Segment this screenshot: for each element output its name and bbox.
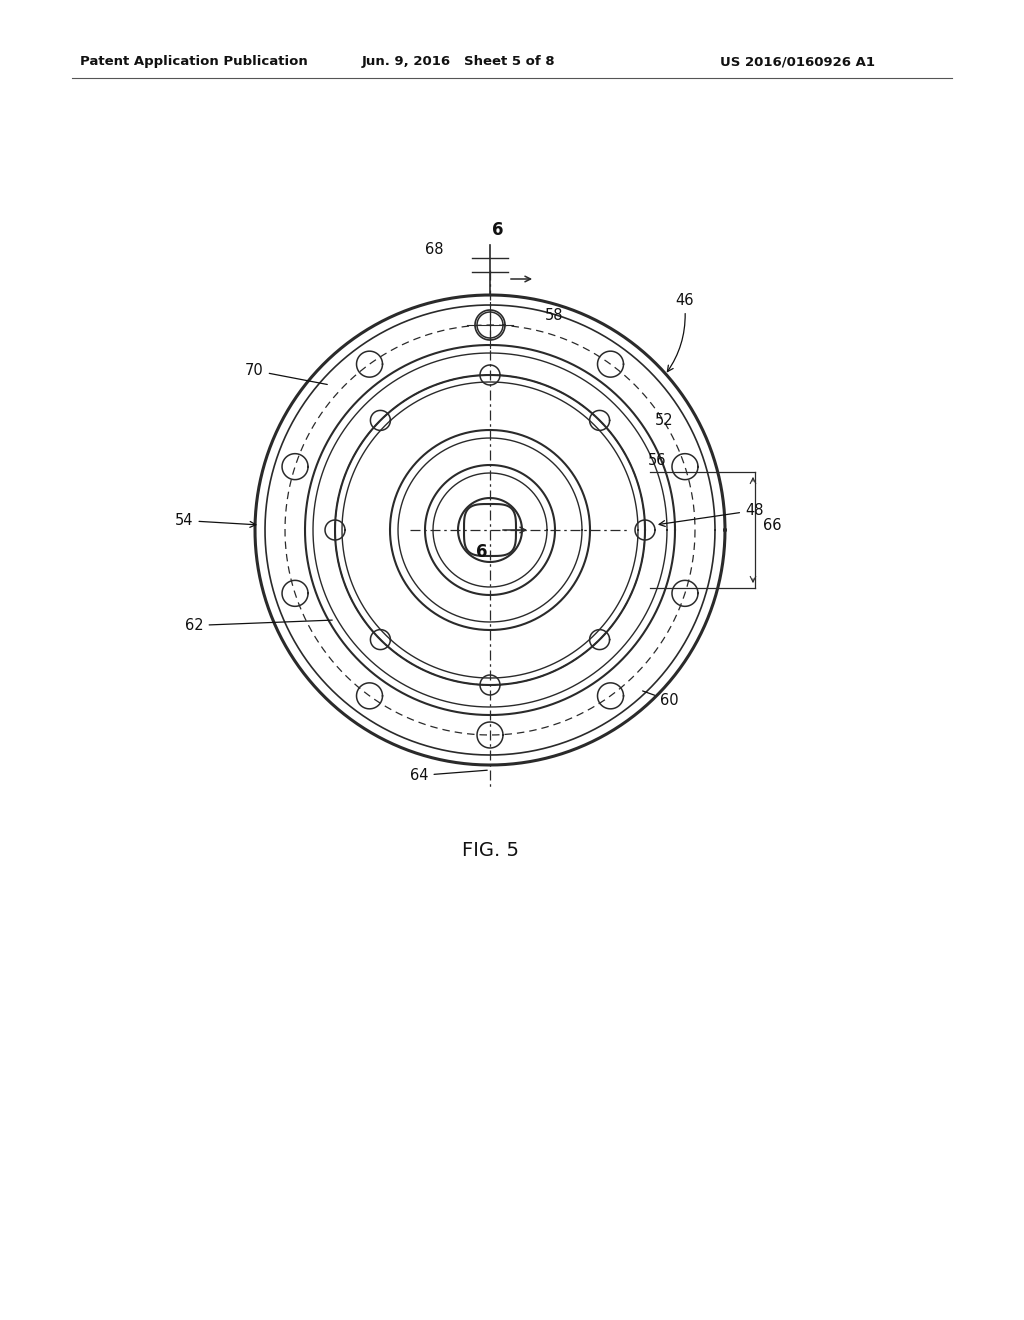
Text: 66: 66 (763, 517, 781, 532)
Text: 46: 46 (668, 293, 693, 372)
Text: 48: 48 (659, 503, 764, 527)
Text: Jun. 9, 2016   Sheet 5 of 8: Jun. 9, 2016 Sheet 5 of 8 (362, 55, 556, 69)
Text: FIG. 5: FIG. 5 (462, 841, 518, 859)
Text: 62: 62 (185, 618, 332, 634)
Text: 52: 52 (655, 413, 674, 428)
Text: 64: 64 (410, 768, 487, 783)
Text: 6: 6 (476, 543, 487, 561)
Text: Patent Application Publication: Patent Application Publication (80, 55, 308, 69)
Text: 70: 70 (245, 363, 328, 384)
Text: 58: 58 (545, 308, 563, 323)
Text: 60: 60 (643, 690, 679, 708)
Text: 56: 56 (648, 453, 667, 469)
Text: 68: 68 (425, 243, 443, 257)
Text: 54: 54 (175, 513, 256, 528)
Text: US 2016/0160926 A1: US 2016/0160926 A1 (720, 55, 874, 69)
Text: 6: 6 (493, 220, 504, 239)
